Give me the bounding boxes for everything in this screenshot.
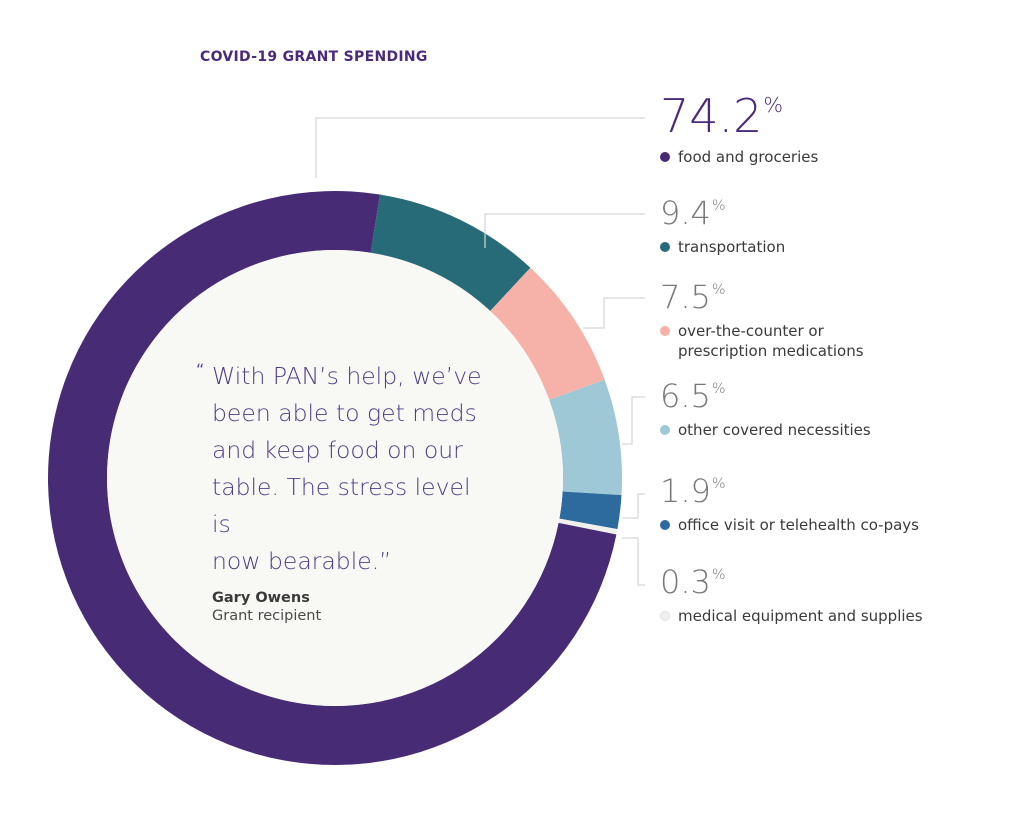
donut-slice-office-visit-or-telehealth-co-pays [559,491,622,530]
donut-slice-over-the-counter-or-prescription-medications [490,267,605,400]
legend-label: office visit or telehealth co-pays [660,515,919,535]
legend-percent: 0.3% [660,566,923,598]
leader-line [484,213,645,248]
legend-label-text: office visit or telehealth co-pays [678,516,919,534]
legend-percent-value: 9.4 [660,194,711,232]
legend-percent-value: 0.3 [660,563,711,601]
testimonial-quote: “ With PAN’s help, we’ve been able to ge… [196,358,496,624]
quote-open-mark: “ [196,360,205,379]
legend-label-text: other covered necessities [678,421,871,439]
leader-line [622,493,645,519]
percent-sign: % [763,93,784,117]
legend-color-dot [660,326,670,336]
donut-slice-other-covered-necessities [549,379,622,496]
donut-center [107,250,563,706]
legend-label-text: prescription medications [678,342,864,360]
legend-label: medical equipment and supplies [660,606,923,626]
leader-line [622,537,645,586]
percent-sign: % [711,567,726,583]
leader-line [622,396,645,445]
quote-author: Gary Owens [212,590,310,606]
donut-slice-medical-equipment-and-supplies [558,518,618,535]
quote-author-role: Grant recipient [212,608,322,624]
legend-label-text: over-the-counter or [678,322,824,340]
legend-percent: 1.9% [660,475,919,507]
quote-line: table. The stress level is [212,473,471,538]
legend-label-text: medical equipment and supplies [678,607,923,625]
legend-label-text: transportation [678,238,786,256]
quote-line: With PAN’s help, we’ve [212,362,482,390]
legend-percent: 74.2% [660,93,818,139]
legend-label-text: food and groceries [678,148,819,166]
leader-line [315,117,645,178]
quote-line: and keep food on our [212,436,463,464]
legend-item: 6.5% other covered necessities [660,380,871,440]
legend-color-dot [660,611,670,621]
leader-line [583,297,645,329]
percent-sign: % [711,282,726,298]
legend-color-dot [660,242,670,252]
percent-sign: % [711,381,726,397]
legend-percent-value: 6.5 [660,377,711,415]
chart-title: COVID-19 GRANT SPENDING [200,49,428,65]
legend-item: 74.2% food and groceries [660,93,818,167]
legend-percent-value: 7.5 [660,278,711,316]
legend-percent: 7.5% [660,281,864,313]
legend-item: 0.3% medical equipment and supplies [660,566,923,626]
legend-item: 9.4% transportation [660,197,785,257]
percent-sign: % [711,198,726,214]
legend-label: food and groceries [660,147,818,167]
percent-sign: % [711,476,726,492]
legend-color-dot [660,425,670,435]
legend-label: transportation [660,237,785,257]
quote-text: With PAN’s help, we’ve been able to get … [212,358,496,580]
donut-slice-transportation [370,194,531,312]
legend-percent-value: 1.9 [660,472,711,510]
legend-label: over-the-counter or prescription medicati… [660,321,864,361]
legend-color-dot [660,152,670,162]
legend-percent: 6.5% [660,380,871,412]
legend-percent: 9.4% [660,197,785,229]
legend-color-dot [660,520,670,530]
legend-item: 7.5% over-the-counter or prescription medi… [660,281,864,361]
legend-percent-value: 74.2 [660,89,763,143]
quote-line: now bearable.” [212,547,392,575]
quote-line: been able to get meds [212,399,477,427]
legend-label: other covered necessities [660,420,871,440]
legend-item: 1.9% office visit or telehealth co-pays [660,475,919,535]
